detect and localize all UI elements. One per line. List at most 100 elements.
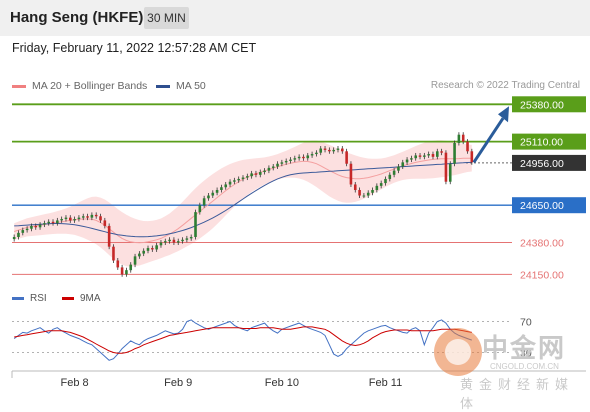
candle-43 [198,205,202,213]
candle-62 [280,162,284,164]
candle-8 [47,221,50,224]
level-label-4: 24380.00 [520,238,564,250]
legend-rsi: RSI [12,293,47,304]
candle-100 [444,152,448,182]
legend-ma9: 9MA [62,293,101,304]
candle-89 [397,166,400,171]
candle-67 [302,156,305,159]
candle-75 [336,148,340,150]
candle-31 [146,248,150,251]
candle-27 [129,264,133,271]
rsi-level-label-0: 70 [520,317,532,329]
level-label-bg-2 [512,154,586,171]
candle-53 [241,177,245,179]
candle-57 [258,172,262,175]
candle-65 [293,158,297,160]
level-label-bg-3 [512,197,586,214]
price-pane: 25380.00 25110.00 24956.00 24650.00 24380.00… [12,96,586,281]
candle-44 [202,198,206,206]
candle-46 [211,192,215,196]
candle-20 [99,216,102,221]
candle-21 [103,220,107,226]
bollinger-band [14,140,472,267]
level-label-0: 25380.00 [520,99,564,111]
candle-28 [133,256,137,265]
candle-2 [21,230,25,233]
candle-81 [362,195,366,197]
candle-29 [138,253,141,257]
candle-49 [224,184,228,188]
candle-41 [189,237,193,239]
report-datetime: Friday, February 11, 2022 12:57:28 AM CE… [12,41,257,55]
candle-45 [207,195,210,199]
candle-19 [94,214,98,217]
instrument-title: Hang Seng (HKFE) [10,9,144,26]
candle-0 [12,237,16,240]
candle-18 [90,214,94,218]
rsi-pane: 70 30 [12,317,532,361]
candle-72 [323,148,327,150]
candle-7 [43,223,46,225]
candle-33 [155,245,158,250]
watermark-url: CNGOLD.COM.CN [490,362,559,371]
candle-74 [332,149,335,152]
candle-55 [250,173,253,177]
x-tick-label-2: Feb 10 [265,377,299,389]
level-label-bg-0 [512,96,586,113]
candle-10 [56,220,59,224]
legend-swatch-bollinger [12,84,26,88]
candle-90 [401,162,405,167]
candle-47 [215,190,219,193]
candle-56 [254,173,258,175]
legend-bollinger: MA 20 + Bollinger Bands [12,80,147,92]
candle-103 [457,134,461,143]
level-label-3: 24650.00 [520,200,564,212]
candle-79 [353,184,357,190]
candle-51 [233,180,236,182]
candle-40 [185,238,189,240]
x-tick-label-1: Feb 9 [164,377,192,389]
candle-50 [228,181,232,185]
candle-64 [289,159,292,161]
legend-swatch-ma9 [62,296,74,300]
candle-12 [64,217,68,220]
level-label-1: 25110.00 [520,137,563,149]
x-axis: Feb 8 Feb 9 Feb 10 Feb 11 [11,370,586,389]
candle-58 [263,170,266,173]
candle-80 [358,190,361,196]
candle-61 [276,163,279,167]
candle-1 [17,232,20,237]
timeframe-badge[interactable]: 30 MIN [144,7,189,29]
candle-48 [220,187,223,190]
candle-35 [163,241,167,243]
legend-label-ma9: 9MA [80,293,101,304]
candle-87 [388,174,392,179]
candle-14 [73,219,76,221]
candle-106 [470,151,474,163]
legend-swatch-ma50 [156,84,170,88]
legend-swatch-rsi [12,296,24,300]
candle-5 [34,225,38,228]
candle-68 [306,155,310,159]
candle-16 [81,216,85,218]
rsi-line [13,319,472,361]
candle-66 [297,156,301,159]
candle-59 [267,167,271,171]
candle-69 [310,154,314,156]
candle-60 [271,166,275,168]
candle-4 [30,225,33,229]
candle-22 [107,225,111,247]
candle-25 [120,267,124,275]
candle-9 [51,221,55,224]
candle-39 [181,239,184,242]
level-label-5: 24150.00 [520,269,564,281]
rsi-ma9-line [14,326,472,354]
candle-83 [371,190,374,193]
price-chart: 25380.00 25110.00 24956.00 24650.00 24380.00… [11,96,586,389]
candle-91 [405,159,409,163]
candle-94 [418,155,422,157]
candle-76 [341,148,344,152]
chart-header: Hang Seng (HKFE) 30 MIN [0,0,590,36]
candle-26 [125,270,128,275]
candle-54 [246,176,249,178]
